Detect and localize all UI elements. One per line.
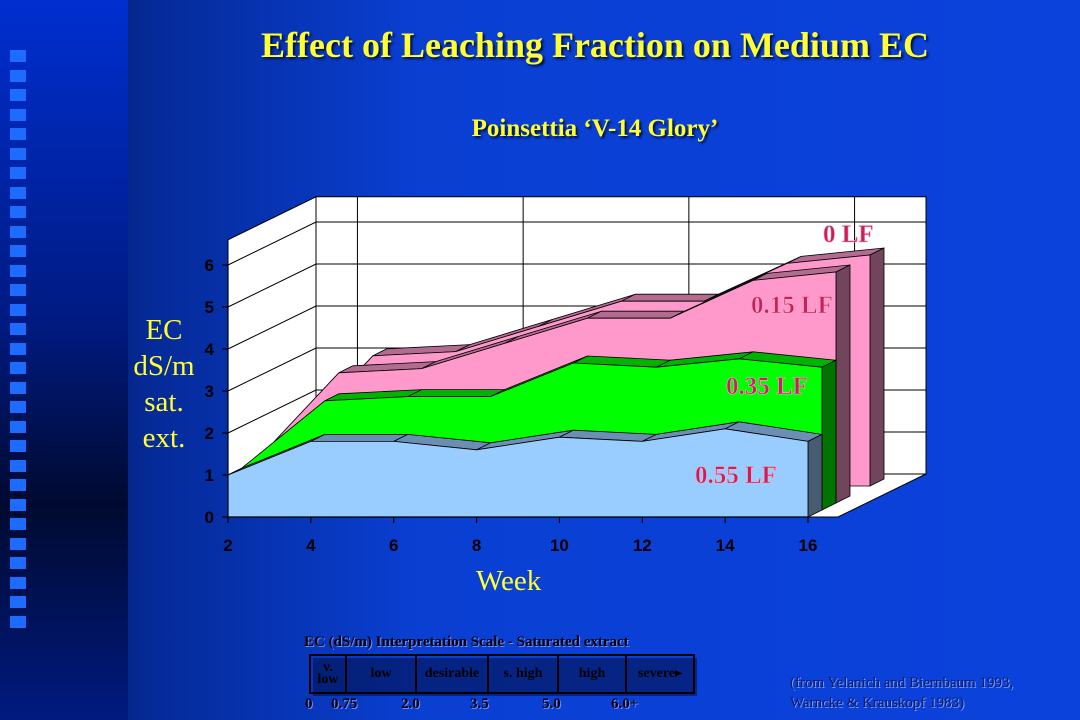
side-square <box>10 206 26 218</box>
side-square <box>10 596 26 608</box>
band-front-face <box>227 428 809 518</box>
side-square <box>10 557 26 569</box>
x-tick-label: 8 <box>472 536 481 555</box>
x-tick-label: 12 <box>633 536 652 555</box>
scale-boundary: 2.0 <box>401 696 420 712</box>
chart-series-labels: 0.55 LF 0.35 LF 0.15 LF 0 LF <box>695 221 874 490</box>
band-top-face <box>407 389 505 398</box>
side-square <box>10 576 26 589</box>
scale-segment-s-high: s. high <box>489 656 559 692</box>
side-square <box>10 50 26 62</box>
side-square <box>10 284 26 296</box>
interpretation-scale: v. low low desirable s. high high severe▸ <box>309 654 695 694</box>
y-axis-label: EC dS/m sat. ext. <box>118 312 210 456</box>
side-square <box>10 440 26 452</box>
scale-segment-label: low <box>317 672 339 687</box>
scale-segment-label: v. <box>323 660 333 675</box>
scale-segment-very-low: v. low <box>311 656 347 692</box>
side-square <box>10 69 26 82</box>
side-square <box>10 362 26 374</box>
side-square <box>10 537 26 550</box>
y-axis-label-line: dS/m <box>133 350 195 382</box>
side-square <box>10 459 26 472</box>
band-side-face <box>835 264 851 504</box>
x-tick-label: 2 <box>223 536 232 555</box>
scale-boundary: 5.0 <box>542 696 561 712</box>
chart-subtitle: Poinsettia ‘V-14 Glory’ <box>471 115 719 142</box>
x-tick-label: 4 <box>306 536 316 555</box>
y-tick-label: 1 <box>205 466 214 485</box>
band-top-face <box>621 293 719 302</box>
side-square <box>10 225 26 238</box>
y-tick-label: 6 <box>205 256 214 275</box>
x-axis-label: Week <box>476 565 542 597</box>
scale-boundary: 0.75 <box>331 696 358 712</box>
side-square <box>10 128 26 140</box>
source-line: (from Yelanich and Biernbaum 1993, <box>790 675 1014 691</box>
scale-boundary: 0 <box>305 696 313 712</box>
side-square <box>10 264 26 277</box>
scale-title: EC (dS/m) Interpretation Scale - Saturat… <box>304 634 629 650</box>
y-tick-label: 3 <box>205 382 214 401</box>
side-square <box>10 381 26 394</box>
side-square <box>10 108 26 121</box>
x-tick-label: 6 <box>389 536 398 555</box>
side-square <box>10 615 26 628</box>
side-square <box>10 89 26 101</box>
source-citation: (from Yelanich and Biernbaum 1993, Warnc… <box>790 673 1013 713</box>
band-side-face <box>807 433 823 518</box>
side-square <box>10 186 26 199</box>
scale-boundary: 3.5 <box>470 696 489 712</box>
band-side-face <box>869 247 885 487</box>
x-tick-label: 14 <box>716 536 735 555</box>
y-axis-label-line: ext. <box>142 422 186 454</box>
band-top-face <box>310 433 408 442</box>
side-square <box>10 420 26 433</box>
slide-title: Effect of Leaching Fraction on Medium EC <box>261 25 929 65</box>
side-square <box>10 303 26 316</box>
series-label: 0.35 LF <box>726 373 808 400</box>
side-square <box>10 245 26 257</box>
scale-segment-desirable: desirable <box>417 656 489 692</box>
band-top-face <box>587 310 685 319</box>
source-line: Warncke & Krauskopf 1983) <box>790 695 965 711</box>
gridline <box>227 221 926 266</box>
side-square <box>10 479 26 491</box>
x-tick-label: 10 <box>550 536 569 555</box>
side-square <box>10 518 26 530</box>
gridline <box>227 263 926 308</box>
y-axis-label-line: sat. <box>144 386 184 418</box>
scale-shadow <box>313 658 697 696</box>
side-square <box>10 147 26 160</box>
y-tick-label: 2 <box>205 424 214 443</box>
side-square <box>10 167 26 179</box>
scale-segment-low: low <box>347 656 417 692</box>
side-square <box>10 401 26 413</box>
scale-boundary: 6.0+ <box>611 696 639 712</box>
y-tick-label: 4 <box>205 340 215 359</box>
band-side-face <box>821 359 837 511</box>
scale-segment-severe: severe▸ <box>637 666 683 681</box>
series-label: 0 LF <box>823 221 874 248</box>
series-label: 0.15 LF <box>751 292 833 319</box>
x-tick-label: 16 <box>799 536 818 555</box>
y-tick-label: 5 <box>205 298 214 317</box>
side-square <box>10 342 26 355</box>
y-axis-label-line: EC <box>145 314 183 346</box>
y-tick-label: 0 <box>205 508 214 527</box>
scale-segment-high: high <box>559 656 627 692</box>
series-label: 0.55 LF <box>695 462 777 489</box>
side-square <box>10 498 26 511</box>
chart-bands <box>227 247 885 518</box>
side-square <box>10 323 26 335</box>
